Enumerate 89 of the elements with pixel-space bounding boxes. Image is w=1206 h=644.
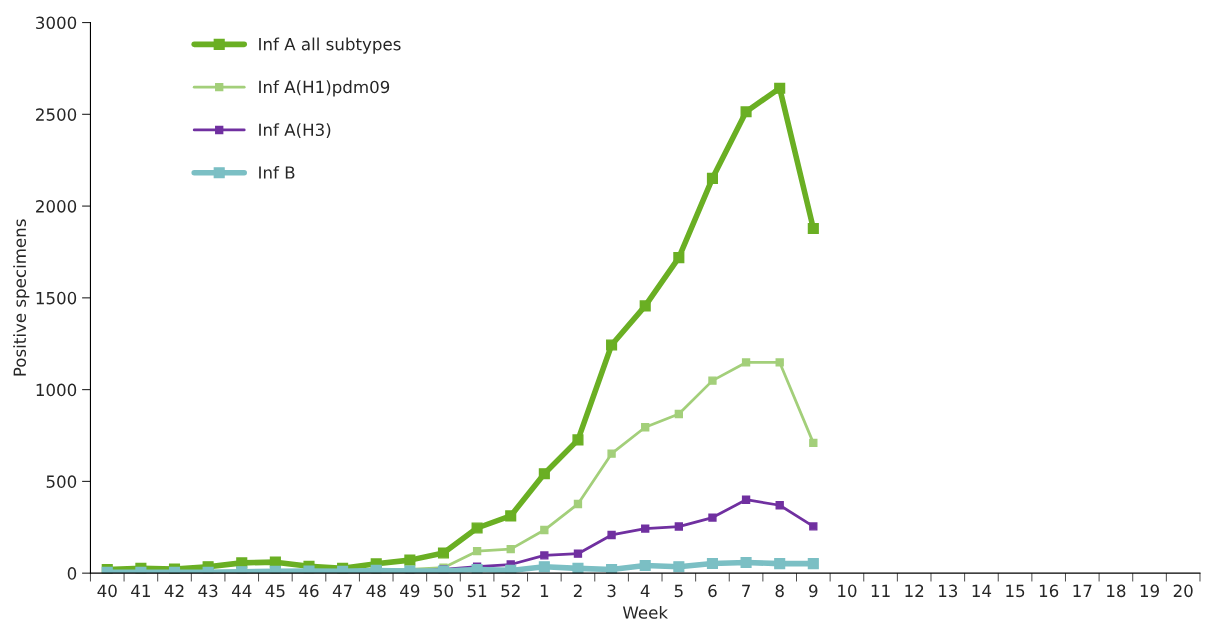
x-tick-label: 52 (501, 584, 520, 598)
point (807, 222, 819, 235)
x-tick-label: 17 (1073, 584, 1092, 597)
y-axis-title: Positive specimens (13, 219, 30, 376)
x-tick-label: 15 (1006, 584, 1025, 598)
point (774, 82, 786, 94)
point (740, 556, 752, 569)
x-tick-label: 14 (972, 584, 992, 597)
x-tick-label: 6 (708, 584, 717, 598)
point (673, 252, 685, 264)
legend-label: Inf A(H1)pdm09 (259, 80, 390, 97)
point (607, 530, 616, 540)
x-tick-label: 18 (1107, 584, 1126, 598)
x-tick-label: 48 (366, 584, 386, 598)
legend-label: Inf A(H3) (259, 123, 331, 138)
y-tick-label: 3000 (36, 16, 77, 30)
x-tick-label: 41 (131, 584, 150, 597)
x-tick-label: 42 (164, 584, 184, 597)
y-tick-label: 2500 (36, 108, 77, 121)
point (740, 106, 752, 118)
y-tick-label: 1500 (36, 291, 77, 305)
point (437, 547, 450, 559)
x-tick-label: 20 (1173, 584, 1193, 598)
x-tick-label: 11 (871, 584, 890, 597)
point (404, 554, 416, 566)
point (774, 558, 786, 570)
point (505, 510, 517, 522)
x-tick-label: 4 (640, 584, 650, 597)
x-tick-label: 46 (299, 584, 319, 598)
legend-label: Inf A all subtypes (259, 37, 401, 54)
point (606, 339, 618, 351)
x-tick-label: 49 (400, 584, 420, 598)
point (573, 499, 583, 509)
point (639, 300, 651, 312)
point (775, 501, 784, 510)
point (540, 525, 549, 535)
x-tick-label: 8 (775, 584, 784, 598)
point (706, 557, 719, 569)
x-tick-label: 13 (939, 584, 958, 598)
x-tick-label: 50 (434, 584, 453, 598)
point (674, 409, 683, 419)
x-tick-label: 44 (231, 584, 252, 597)
x-tick-label: 5 (674, 584, 683, 598)
x-tick-label: 51 (467, 584, 487, 598)
x-tick-label: 7 (742, 584, 750, 597)
x-tick-label: 10 (838, 584, 857, 598)
point (538, 561, 550, 573)
y-tick-label: 2000 (36, 200, 77, 213)
x-tick-label: 1 (540, 584, 549, 597)
x-tick-label: 2 (573, 584, 582, 597)
point (809, 438, 818, 448)
point (506, 544, 515, 554)
point (538, 468, 550, 480)
point (572, 562, 584, 574)
x-tick-label: 12 (905, 584, 924, 597)
point (641, 524, 650, 533)
x-axis-title: Week (622, 605, 668, 619)
point (606, 563, 618, 574)
point (505, 564, 517, 574)
y-tick-label: 0 (67, 567, 77, 580)
point (540, 551, 549, 560)
point (641, 423, 650, 432)
x-tick-label: 3 (607, 584, 616, 598)
x-tick-label: 16 (1039, 584, 1059, 598)
x-tick-label: 19 (1140, 584, 1159, 598)
point (607, 449, 616, 458)
point (472, 546, 482, 556)
y-tick-label: 1000 (36, 383, 77, 397)
point (572, 434, 584, 446)
point (807, 558, 819, 570)
point (471, 522, 483, 534)
point (741, 495, 751, 504)
x-tick-label: 43 (198, 584, 218, 598)
x-tick-label: 47 (332, 584, 352, 597)
point (809, 522, 818, 531)
point (573, 549, 583, 558)
point (708, 376, 717, 385)
y-tick-label: 500 (46, 475, 77, 488)
x-tick-label: 40 (97, 584, 117, 598)
point (706, 172, 719, 184)
point (775, 358, 784, 367)
point (639, 559, 651, 572)
point (708, 513, 717, 522)
point (741, 358, 751, 367)
legend-label: Inf B (259, 165, 295, 179)
x-tick-label: 9 (809, 584, 818, 598)
point (673, 561, 685, 573)
x-tick-label: 45 (265, 584, 285, 598)
point (674, 522, 683, 531)
